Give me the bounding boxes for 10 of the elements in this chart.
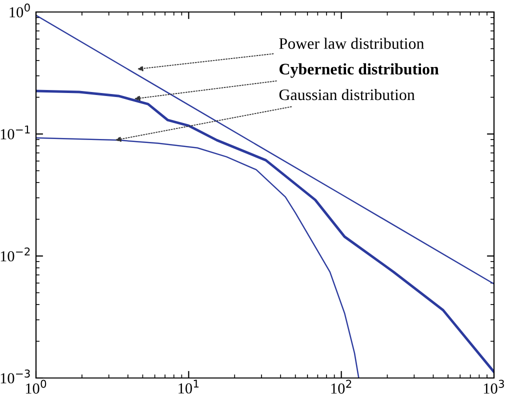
y-tick-label: 10$^{−1}$ [0, 126, 30, 140]
x-tick-label: 10$^{3}$ [484, 380, 504, 394]
line-series [36, 14, 494, 285]
annotation: Gaussian distribution [279, 88, 415, 100]
annotation: Cybernetic distribution [280, 63, 439, 78]
x-tick-label: 10$^{2}$ [331, 380, 352, 394]
x-tick-label: 10$^{1}$ [178, 380, 199, 394]
y-tick-label: 10$^{0}$ [10, 4, 30, 18]
annotation: Power law distribution [279, 38, 424, 49]
y-tick-label: 10$^{−2}$ [0, 248, 30, 262]
